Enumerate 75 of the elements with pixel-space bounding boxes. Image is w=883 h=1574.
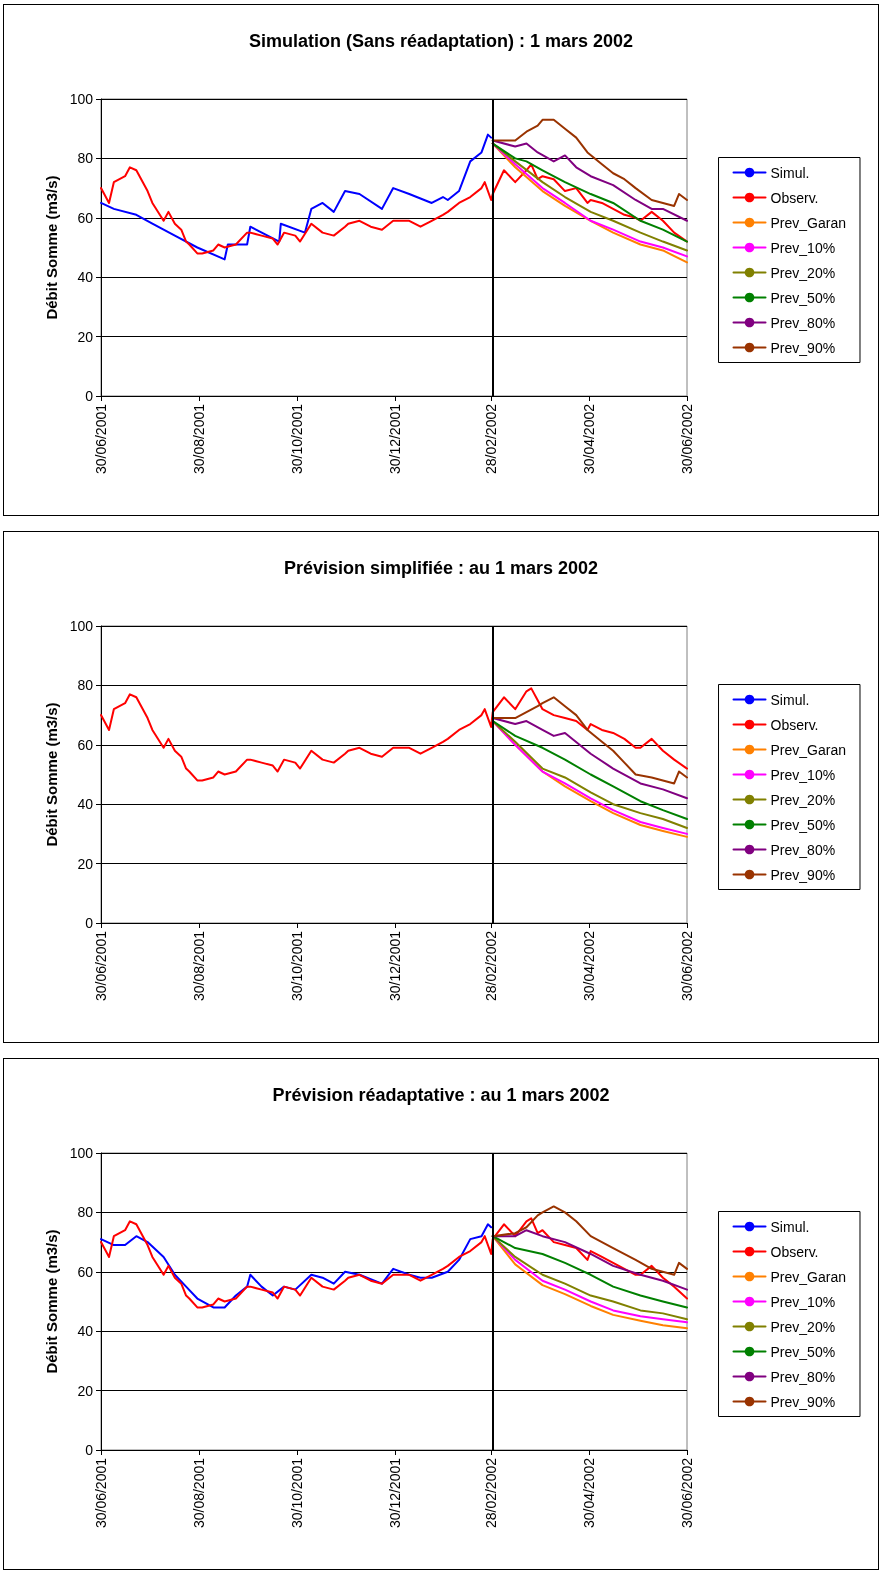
y-tick-label: 20: [77, 855, 94, 872]
legend-label: Prev_Garan: [770, 214, 846, 231]
x-tick-label: 30/06/2002: [679, 1457, 695, 1529]
x-tick-label: 30/06/2002: [679, 930, 695, 1002]
line-series: [100, 133, 493, 261]
legend-label: Prev_Garan: [770, 1268, 846, 1285]
y-tick-label: 100: [69, 91, 94, 107]
x-tick-label: 30/12/2001: [386, 930, 403, 1002]
y-tick-label: 20: [77, 1382, 94, 1399]
line-series: [491, 1205, 688, 1276]
y-tick-label: 0: [85, 1442, 94, 1458]
x-tick-label: 30/12/2001: [386, 1457, 403, 1529]
y-tick-label: 40: [77, 1323, 94, 1340]
line-series: [491, 696, 688, 785]
y-tick-label: 100: [69, 1145, 94, 1161]
x-tick-label: 30/10/2001: [288, 930, 305, 1002]
legend-label: Observ.: [770, 1243, 819, 1260]
legend-label: Observ.: [770, 189, 819, 206]
line-series: [100, 1223, 493, 1309]
x-tick-label: 28/02/2002: [483, 403, 500, 475]
legend-label: Prev_50%: [770, 1343, 836, 1360]
x-tick-label: 30/06/2002: [679, 403, 695, 475]
y-tick-label: 60: [77, 1263, 94, 1280]
chart-title: Prévision réadaptative : au 1 mars 2002: [272, 1085, 610, 1105]
y-tick-label: 40: [77, 796, 94, 813]
legend-label: Simul.: [770, 1218, 810, 1235]
legend-label: Simul.: [770, 691, 810, 708]
x-tick-label: 30/04/2002: [581, 930, 598, 1002]
x-tick-label: 30/04/2002: [581, 403, 598, 475]
legend-label: Prev_90%: [770, 339, 836, 356]
y-axis-title: Débit Somme (m3/s): [42, 1229, 60, 1374]
legend-label: Simul.: [770, 164, 810, 181]
x-tick-label: 28/02/2002: [483, 1457, 500, 1529]
x-tick-label: 30/12/2001: [386, 403, 403, 475]
y-tick-label: 0: [85, 388, 94, 404]
x-tick-label: 30/06/2001: [93, 1457, 109, 1529]
legend-label: Prev_80%: [770, 841, 836, 858]
y-tick-label: 60: [77, 209, 94, 226]
legend-label: Prev_80%: [770, 314, 836, 331]
legend-label: Prev_10%: [770, 766, 836, 783]
legend-label: Prev_20%: [770, 264, 836, 281]
x-tick-label: 30/08/2001: [190, 930, 207, 1002]
line-series: [491, 118, 688, 207]
legend-label: Prev_10%: [770, 239, 836, 256]
y-tick-label: 60: [77, 736, 94, 753]
y-tick-label: 0: [85, 915, 94, 931]
x-tick-label: 30/10/2001: [288, 403, 305, 475]
x-tick-label: 30/06/2001: [93, 403, 109, 475]
x-tick-label: 30/04/2002: [581, 1457, 598, 1529]
y-axis-title: Débit Somme (m3/s): [42, 702, 60, 847]
y-tick-label: 80: [77, 677, 94, 694]
x-tick-label: 30/10/2001: [288, 1457, 305, 1529]
legend-label: Prev_50%: [770, 816, 836, 833]
legend-label: Prev_20%: [770, 1318, 836, 1335]
y-tick-label: 40: [77, 269, 94, 286]
y-tick-label: 100: [69, 618, 94, 634]
y-axis-title: Débit Somme (m3/s): [42, 175, 60, 320]
chart-title: Prévision simplifiée : au 1 mars 2002: [283, 558, 599, 578]
line-series: [491, 717, 688, 800]
legend-label: Observ.: [770, 716, 819, 733]
y-tick-label: 80: [77, 150, 94, 167]
y-tick-label: 20: [77, 328, 94, 345]
x-tick-label: 30/08/2001: [190, 1457, 207, 1529]
legend-label: Prev_90%: [770, 866, 836, 883]
legend-label: Prev_Garan: [770, 741, 846, 758]
legend-label: Prev_20%: [770, 791, 836, 808]
legend-label: Prev_90%: [770, 1393, 836, 1410]
x-tick-label: 28/02/2002: [483, 930, 500, 1002]
legend-label: Prev_10%: [770, 1293, 836, 1310]
y-tick-label: 80: [77, 1204, 94, 1221]
chart-title: Simulation (Sans réadaptation) : 1 mars 2002: [248, 31, 634, 51]
x-tick-label: 30/06/2001: [93, 930, 109, 1002]
legend-label: Prev_50%: [770, 289, 836, 306]
legend-label: Prev_80%: [770, 1368, 836, 1385]
x-tick-label: 30/08/2001: [190, 403, 207, 475]
